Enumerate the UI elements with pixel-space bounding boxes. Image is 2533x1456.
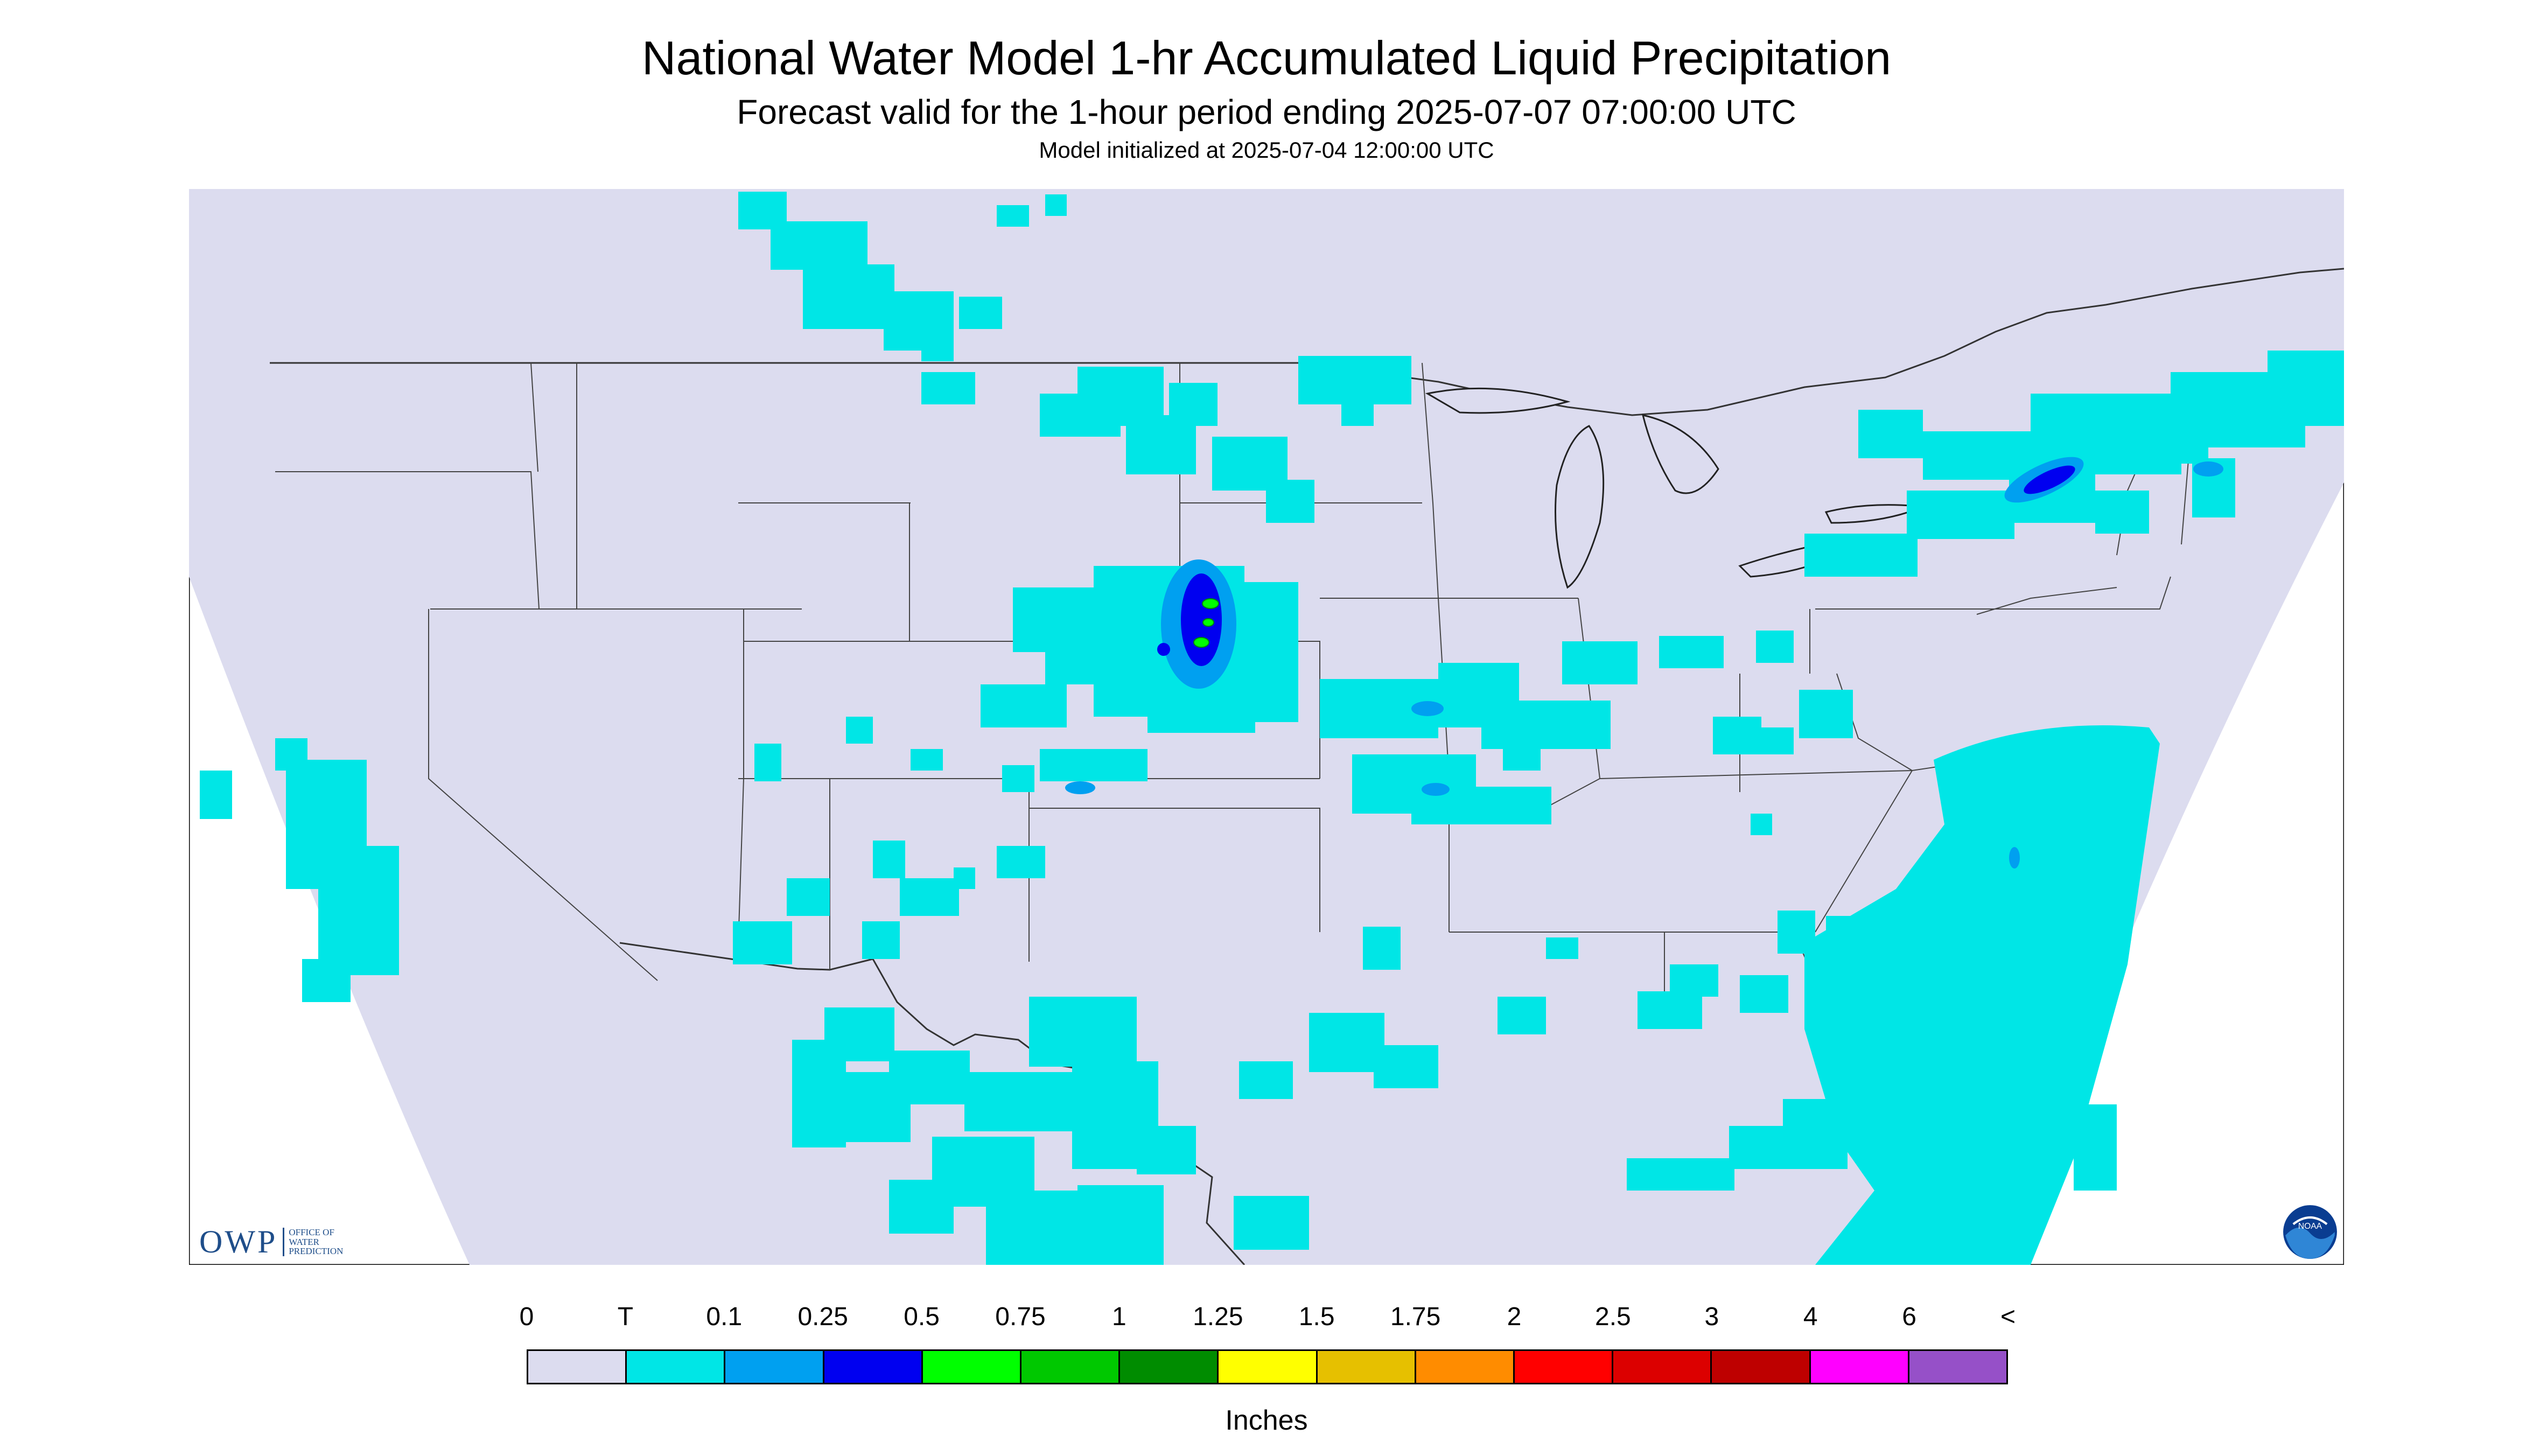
legend-swatch-11 <box>1613 1351 1712 1383</box>
legend-swatch-6 <box>1120 1351 1219 1383</box>
legend-tick-label: 6 <box>1902 1303 1916 1331</box>
map-subtitle: Forecast valid for the 1-hour period end… <box>737 93 1796 131</box>
legend-swatch-3 <box>824 1351 923 1383</box>
legend-tick-label: 0.25 <box>797 1303 848 1331</box>
owp-logo-text: OWP <box>199 1224 278 1259</box>
legend-swatch-12 <box>1712 1351 1811 1383</box>
owp-logo: OWP OFFICE OF WATER PREDICTION <box>199 1223 343 1261</box>
legend-tick-label: 1.5 <box>1298 1303 1335 1331</box>
legend-tick-label: 0.1 <box>706 1303 743 1331</box>
legend-tick-label: 1 <box>1112 1303 1126 1331</box>
legend-swatch-1 <box>627 1351 726 1383</box>
legend-tick-label: 3 <box>1704 1303 1719 1331</box>
legend-tick-label: 0 <box>519 1303 534 1331</box>
legend-swatch-13 <box>1810 1351 1909 1383</box>
legend-units: Inches <box>1225 1405 1308 1436</box>
precip-trace <box>200 192 2344 1265</box>
map-title: National Water Model 1-hr Accumulated Li… <box>641 31 1892 85</box>
owp-logo-subtext: OFFICE OF WATER PREDICTION <box>283 1227 343 1257</box>
model-init-time: Model initialized at 2025-07-04 12:00:00… <box>1039 137 1494 163</box>
precip-heavy <box>1193 598 1219 648</box>
legend-tick-label: 1.75 <box>1390 1303 1441 1331</box>
noaa-logo-text: NOAA <box>2298 1222 2322 1231</box>
legend-swatch-5 <box>1021 1351 1121 1383</box>
legend-tick-label: < <box>2000 1303 2016 1331</box>
legend-swatch-14 <box>1909 1351 2007 1383</box>
legend-tick-label: 0.5 <box>904 1303 940 1331</box>
legend-tick-label: 2.5 <box>1595 1303 1631 1331</box>
legend-swatch-0 <box>528 1351 627 1383</box>
legend-swatch-9 <box>1416 1351 1515 1383</box>
legend-swatch-10 <box>1515 1351 1614 1383</box>
legend-tick-label: 2 <box>1507 1303 1522 1331</box>
legend-tick-label: 1.25 <box>1193 1303 1243 1331</box>
legend-colorbar <box>527 1349 2008 1384</box>
legend-tick-label: 0.75 <box>995 1303 1046 1331</box>
legend-tick-label: 4 <box>1803 1303 1818 1331</box>
legend-tick-label: T <box>617 1303 634 1331</box>
legend-swatch-2 <box>725 1351 824 1383</box>
legend-swatch-7 <box>1219 1351 1318 1383</box>
state-borders <box>275 362 2193 1029</box>
noaa-logo: NOAA <box>2283 1205 2337 1259</box>
legend-swatch-4 <box>922 1351 1022 1383</box>
precip-moderate <box>1157 465 2075 666</box>
precipitation-map <box>189 189 2344 1265</box>
legend-swatch-8 <box>1317 1351 1416 1383</box>
